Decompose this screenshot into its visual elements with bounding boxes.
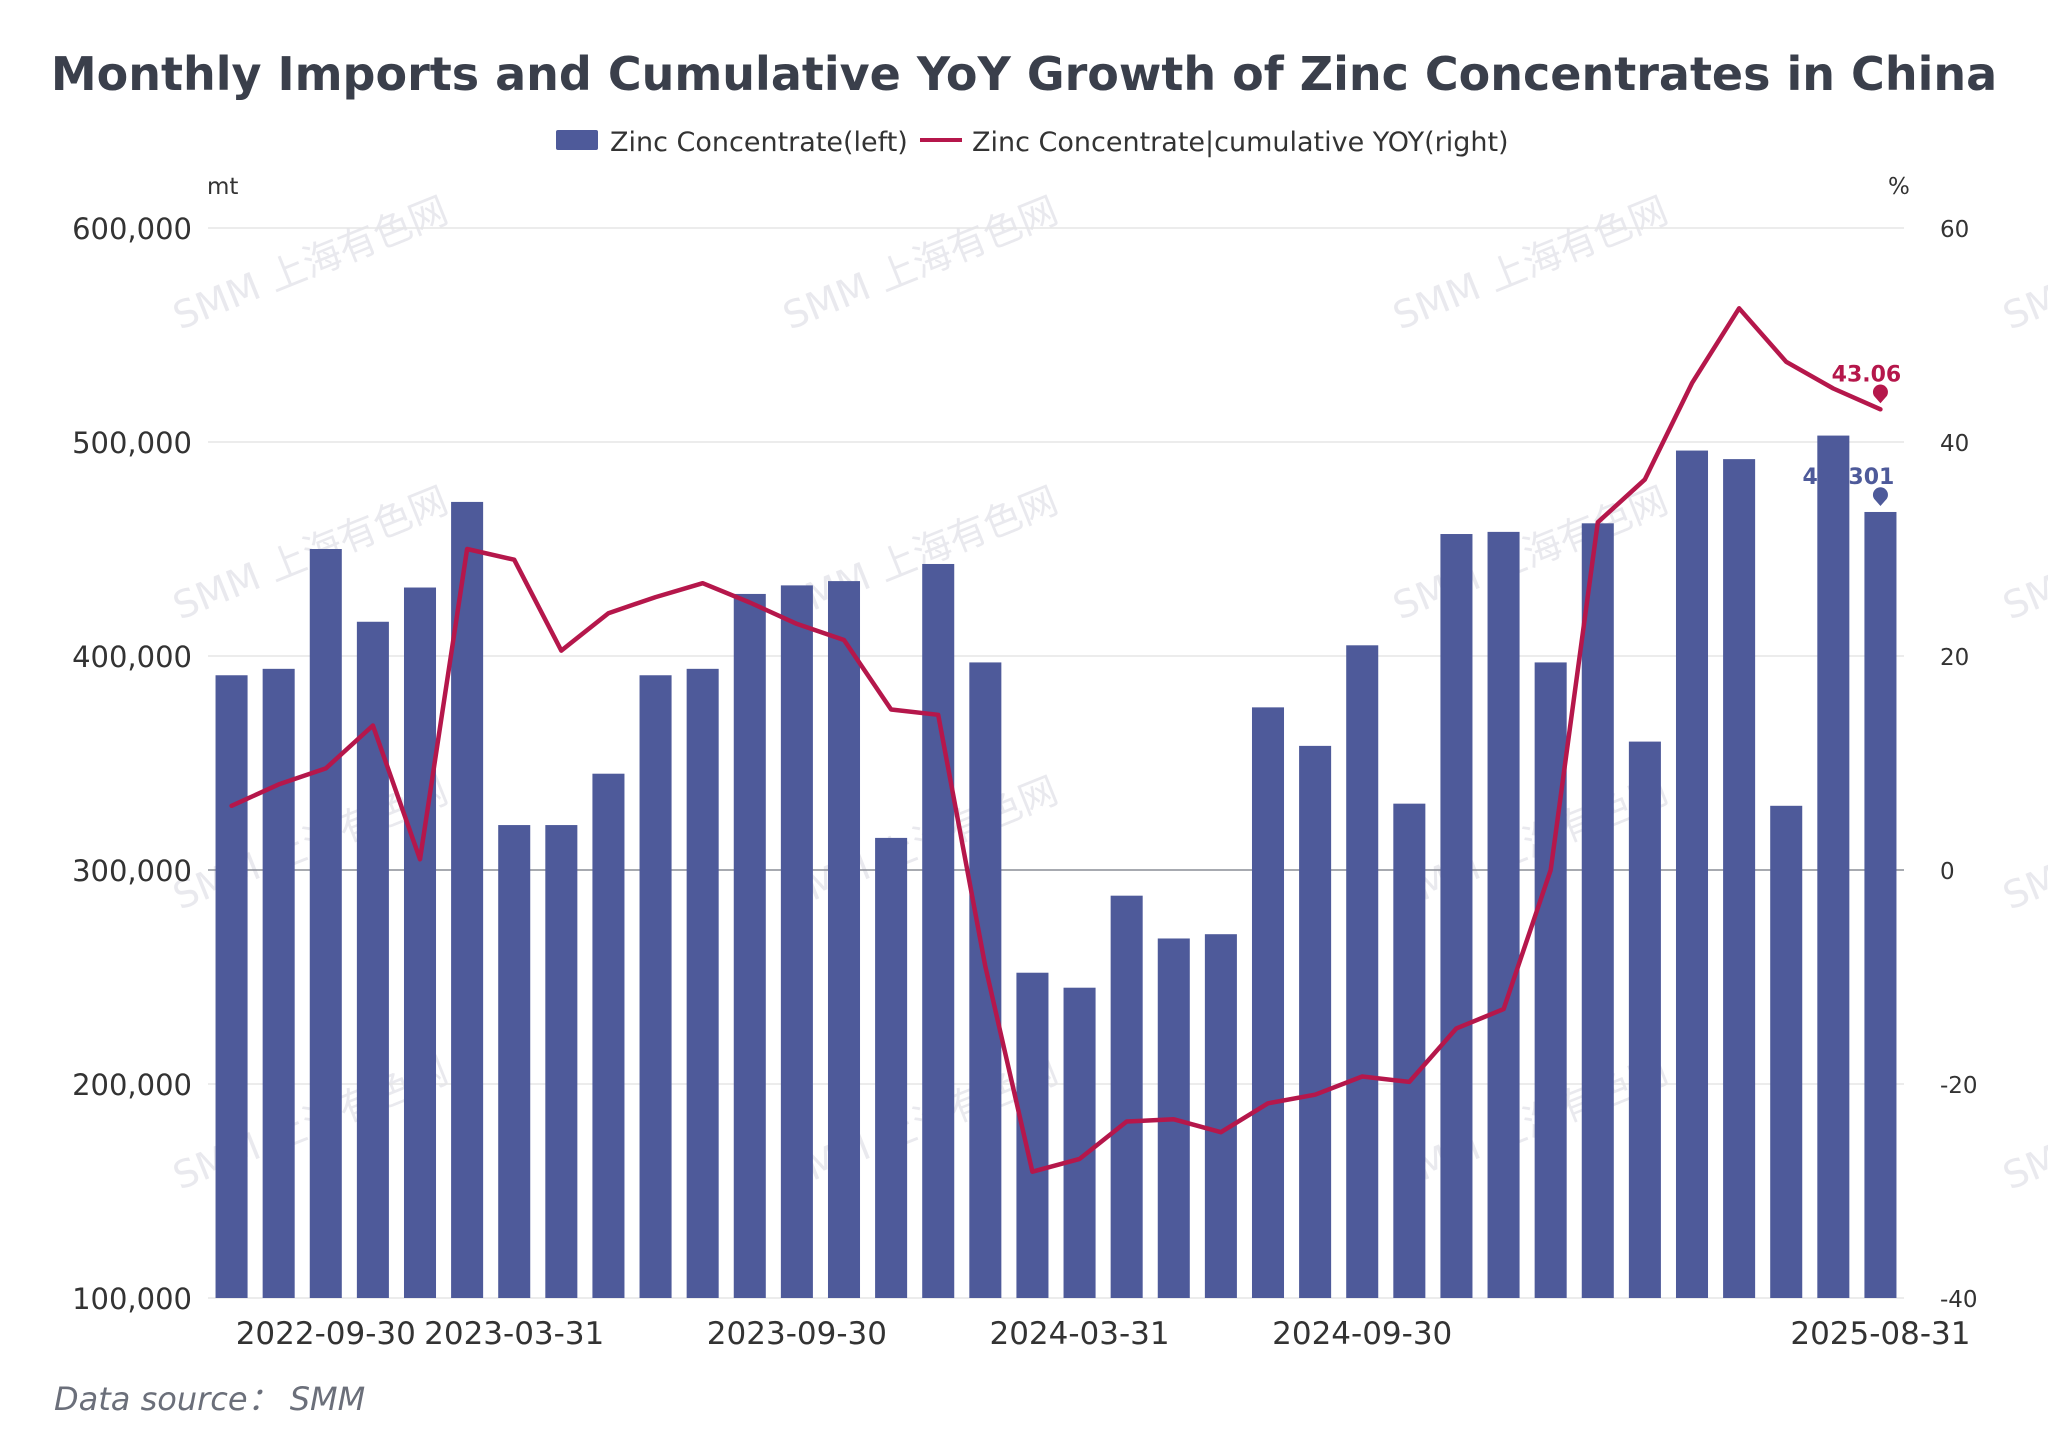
bar-28 xyxy=(1534,662,1567,1298)
right-tick-label-1: -20 xyxy=(1940,1073,1978,1099)
bar-21 xyxy=(1204,934,1237,1298)
watermark-text-3: SMM 上海有色网 xyxy=(1997,188,2048,338)
x-tick-label-3: 2024-03-31 xyxy=(989,1316,1169,1352)
bar-last-value-label: 467301 xyxy=(1803,465,1895,490)
right-tick-label-5: 60 xyxy=(1940,217,1969,243)
legend-bar-label: Zinc Concentrate(left) xyxy=(610,127,908,158)
right-tick-label-2: 0 xyxy=(1940,859,1955,885)
right-tick-label-4: 40 xyxy=(1940,431,1969,457)
left-axis-unit: mt xyxy=(207,174,238,200)
data-source: Data source： SMM xyxy=(54,1380,365,1418)
bar-24 xyxy=(1346,645,1379,1298)
watermark-text-7: SMM 上海有色网 xyxy=(1997,478,2048,628)
bar-11 xyxy=(733,593,766,1298)
bar-35 xyxy=(1864,511,1897,1299)
bar-25 xyxy=(1393,803,1426,1298)
bar-9 xyxy=(639,675,672,1298)
bar-10 xyxy=(686,668,719,1298)
watermark-text-1: SMM 上海有色网 xyxy=(777,188,1064,338)
left-tick-label-1: 200,000 xyxy=(72,1068,192,1102)
watermark-text-15: SMM 上海有色网 xyxy=(1997,1048,2048,1198)
axes-layer: 100,000 -40 200,000 -20 300,000 0 400,000 20 500… xyxy=(72,212,1978,1352)
bar-7 xyxy=(545,825,578,1298)
right-axis-unit: % xyxy=(1888,174,1910,200)
bar-5 xyxy=(451,501,484,1298)
x-tick-label-0: 2022-09-30 xyxy=(236,1316,416,1352)
x-tick-label-4: 2024-09-30 xyxy=(1272,1316,1452,1352)
legend: Zinc Concentrate(left) Zinc Concentrate|… xyxy=(556,127,1509,158)
bar-17 xyxy=(1016,972,1049,1298)
bar-12 xyxy=(780,585,813,1298)
bar-31 xyxy=(1675,450,1709,1298)
left-tick-label-3: 400,000 xyxy=(72,640,192,674)
x-tick-label-5: 2025-08-31 xyxy=(1790,1316,1970,1352)
right-tick-label-0: -40 xyxy=(1940,1287,1978,1313)
line-series: 43.06 xyxy=(229,306,1902,1174)
watermark-text-9: SMM 上海有色网 xyxy=(777,768,1064,918)
bar-22 xyxy=(1251,707,1285,1298)
bar-16 xyxy=(969,662,1002,1298)
bar-23 xyxy=(1299,745,1332,1298)
line-last-marker xyxy=(1872,384,1888,404)
bar-30 xyxy=(1628,741,1661,1298)
watermark-text-2: SMM 上海有色网 xyxy=(1387,188,1674,338)
line-last-value-label: 43.06 xyxy=(1832,362,1902,387)
bar-13 xyxy=(827,581,861,1298)
bar-18 xyxy=(1063,987,1096,1298)
bar-33 xyxy=(1770,805,1803,1298)
bar-3 xyxy=(356,621,389,1298)
bar-15 xyxy=(922,563,955,1298)
left-tick-label-4: 500,000 xyxy=(72,426,192,460)
bar-8 xyxy=(592,773,625,1298)
legend-bar-swatch xyxy=(556,130,598,150)
bar-0 xyxy=(215,675,248,1298)
bar-series: 467301 xyxy=(215,435,1897,1299)
watermark-text-5: SMM 上海有色网 xyxy=(777,478,1064,628)
bar-1 xyxy=(262,668,295,1298)
bar-29 xyxy=(1581,523,1614,1298)
bar-19 xyxy=(1110,895,1143,1298)
legend-line-label: Zinc Concentrate|cumulative YOY(right) xyxy=(972,127,1509,158)
bar-last-marker xyxy=(1872,487,1888,506)
grid-layer xyxy=(208,227,1904,1299)
left-tick-label-0: 100,000 xyxy=(72,1282,192,1316)
watermark-text-0: SMM 上海有色网 xyxy=(167,188,454,338)
yoy-line xyxy=(229,306,1883,1174)
watermark-text-11: SMM 上海有色网 xyxy=(1997,768,2048,918)
bar-4 xyxy=(403,587,437,1298)
chart-title: Monthly Imports and Cumulative YoY Growt… xyxy=(51,47,1997,101)
bar-2 xyxy=(309,549,342,1298)
bar-26 xyxy=(1440,534,1473,1298)
bar-32 xyxy=(1723,459,1756,1298)
right-tick-label-3: 20 xyxy=(1940,645,1969,671)
bar-14 xyxy=(875,837,908,1298)
x-tick-label-2: 2023-09-30 xyxy=(707,1316,887,1352)
bar-34 xyxy=(1817,435,1850,1299)
bar-6 xyxy=(498,825,531,1298)
left-tick-label-2: 300,000 xyxy=(72,854,192,888)
bar-27 xyxy=(1487,531,1520,1298)
left-tick-label-5: 600,000 xyxy=(72,212,192,246)
watermark-text-6: SMM 上海有色网 xyxy=(1387,478,1674,628)
x-tick-label-1: 2023-03-31 xyxy=(424,1316,604,1352)
